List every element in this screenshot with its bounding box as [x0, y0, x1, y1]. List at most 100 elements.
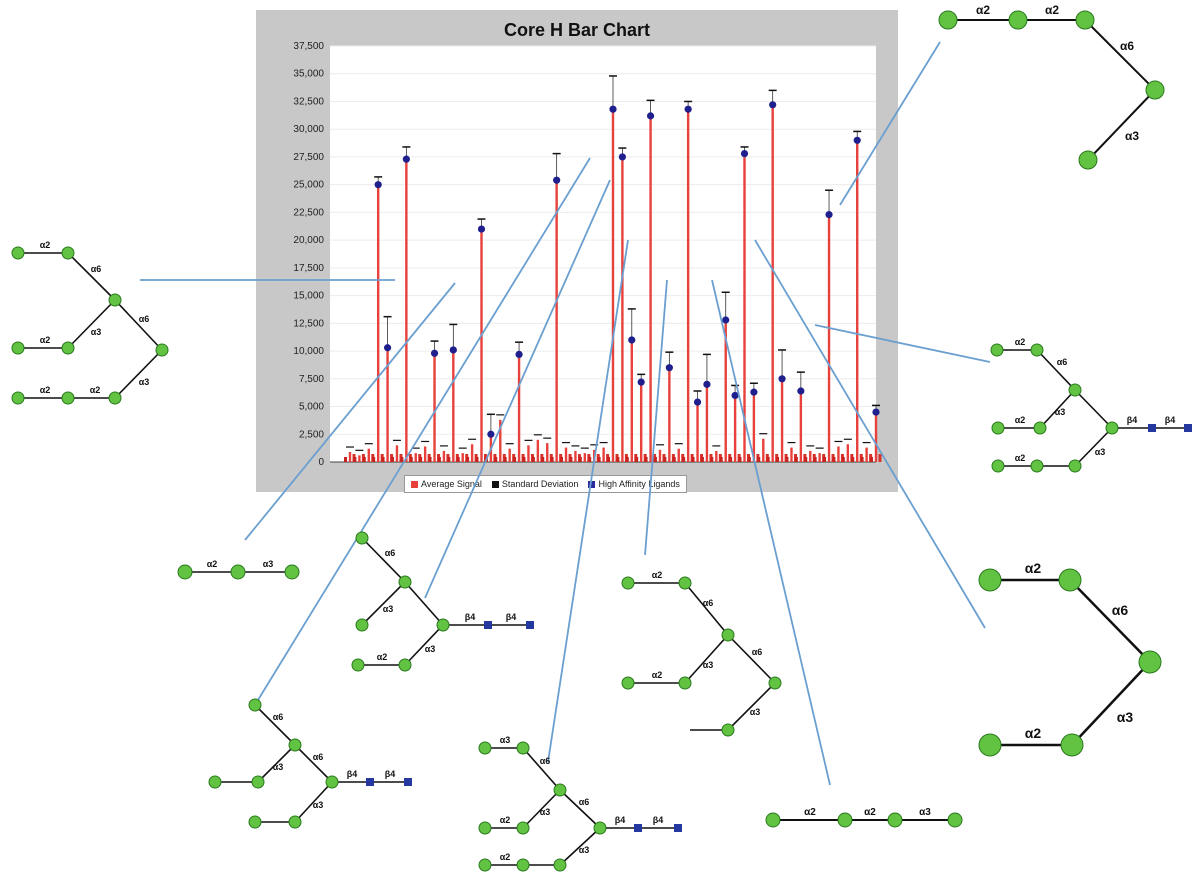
- bar: [724, 320, 727, 462]
- bar-baseline: [653, 457, 657, 462]
- chart-title: Core H Bar Chart: [503, 20, 651, 40]
- glycan-bond: [1036, 349, 1076, 391]
- high-affinity-point: [515, 350, 523, 358]
- glycan-node-circle: [1105, 421, 1119, 435]
- bar-baseline: [663, 457, 667, 462]
- bar: [442, 450, 446, 462]
- glycan-bond-label: α2: [1025, 725, 1042, 741]
- glycan-node-circle: [768, 676, 782, 690]
- bar-baseline: [700, 457, 704, 462]
- glycan-bond-label: α2: [864, 807, 876, 818]
- glycan-bond-label: β4: [506, 612, 517, 622]
- high-affinity-point: [703, 380, 711, 388]
- y-tick-label: 7,500: [299, 374, 324, 385]
- glycan-bond-label: α3: [313, 800, 324, 810]
- glycan-bond: [404, 624, 444, 666]
- y-tick-label: 37,500: [293, 41, 324, 52]
- high-affinity-point: [618, 153, 626, 161]
- glycan-node-circle: [516, 858, 530, 872]
- glycan-bond-label: α2: [804, 807, 816, 818]
- connector-line: [644, 279, 668, 556]
- glycan-node-circle: [108, 391, 122, 405]
- y-tick-label: 25,000: [293, 180, 324, 191]
- bar: [602, 447, 605, 462]
- glycan-bond-label: α2: [652, 670, 663, 680]
- bar-baseline: [381, 457, 385, 462]
- glycan-bond-label: α6: [703, 598, 714, 608]
- legend-swatch-blue: [588, 480, 596, 488]
- bar-baseline: [419, 457, 423, 462]
- glycan-node-circle: [1078, 150, 1098, 170]
- glycan-node-circle: [61, 391, 75, 405]
- glycan-bond-label: α3: [1055, 407, 1066, 417]
- glycan-node-circle: [1068, 383, 1082, 397]
- y-tick-label: 35,000: [293, 69, 324, 80]
- bar-baseline: [757, 457, 761, 462]
- y-tick-label: 12,500: [293, 318, 324, 329]
- glycan-bond-label: α6: [273, 712, 284, 722]
- bar-baseline: [719, 457, 723, 462]
- glycan-bond: [1087, 89, 1156, 161]
- glycan-node-circle: [230, 564, 246, 580]
- bar-baseline: [616, 457, 620, 462]
- y-tick-label: 22,500: [293, 207, 324, 218]
- bar: [358, 455, 361, 462]
- bar-baseline: [344, 457, 347, 462]
- glycan-bond: [254, 704, 296, 746]
- glycan-bond-label: α6: [540, 756, 551, 766]
- glycan-node-circle: [108, 293, 122, 307]
- bar: [527, 445, 530, 462]
- bar-baseline: [522, 457, 526, 462]
- bar: [846, 444, 850, 462]
- glycan-bond: [404, 581, 444, 626]
- bar: [452, 349, 455, 462]
- y-tick-label: 30,000: [293, 124, 324, 135]
- bar: [762, 438, 765, 462]
- glycan-node-square: [366, 778, 374, 786]
- bar: [348, 452, 352, 462]
- glycan-bond-label: α3: [1125, 129, 1139, 143]
- bar: [433, 353, 436, 462]
- high-affinity-point: [665, 364, 673, 372]
- glycan-node-circle: [1068, 459, 1082, 473]
- y-tick-label: 5,000: [299, 402, 324, 413]
- glycan-node-circle: [478, 858, 492, 872]
- bar: [583, 453, 587, 462]
- connector-line: [711, 279, 831, 786]
- bar-baseline: [710, 457, 714, 462]
- glycan-bond: [114, 299, 163, 351]
- glycan-bond-label: β4: [465, 612, 476, 622]
- high-affinity-point: [825, 211, 833, 219]
- glycan-node-circle: [721, 723, 735, 737]
- bar-baseline: [644, 457, 648, 462]
- glycan-node-circle: [678, 576, 692, 590]
- glycan-node-circle: [251, 775, 265, 789]
- glycan-node-circle: [1075, 10, 1095, 30]
- glycan-node-circle: [1008, 10, 1028, 30]
- bar: [752, 392, 756, 462]
- glycan-bond-label: β4: [347, 769, 358, 779]
- bar: [386, 347, 389, 462]
- bar: [809, 450, 812, 462]
- bar-baseline: [766, 457, 770, 462]
- glycan-node-circle: [155, 343, 169, 357]
- glycan-bond-label: α3: [1117, 709, 1134, 725]
- glycan-node-circle: [355, 531, 369, 545]
- bar: [546, 443, 549, 462]
- bar: [705, 384, 709, 462]
- high-affinity-point: [797, 387, 805, 395]
- glycan-node-square: [1148, 424, 1156, 432]
- bar-baseline: [607, 457, 610, 462]
- high-affinity-point: [740, 150, 749, 158]
- connector-line: [244, 282, 456, 541]
- glycan-bond: [294, 781, 333, 823]
- bar-baseline: [541, 457, 545, 462]
- high-affinity-point: [731, 391, 739, 400]
- glycan-node-circle: [11, 341, 25, 355]
- bar: [630, 339, 633, 462]
- glycan-bond-label: β4: [1165, 415, 1176, 425]
- glycan-bond-label: α2: [207, 559, 218, 569]
- glycan-node-circle: [61, 341, 75, 355]
- legend-swatch-red: [411, 480, 418, 488]
